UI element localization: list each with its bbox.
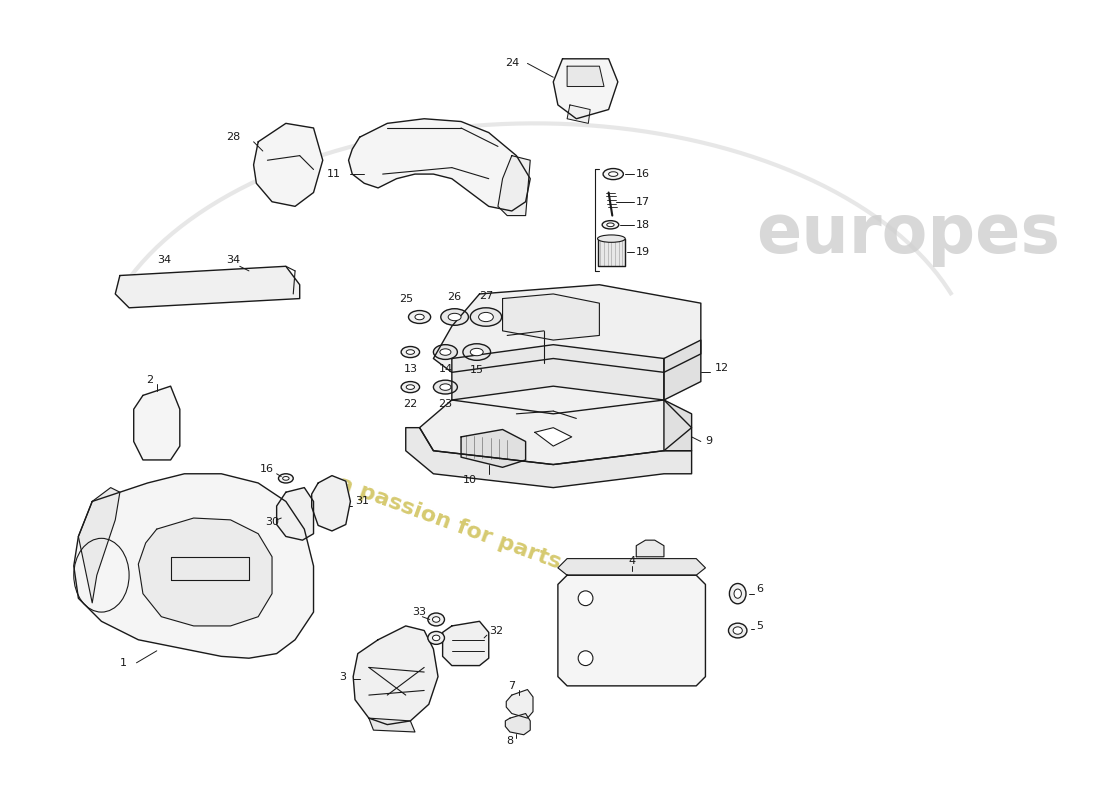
Polygon shape <box>568 66 604 86</box>
Polygon shape <box>505 714 530 734</box>
Ellipse shape <box>728 623 747 638</box>
Text: 16: 16 <box>636 169 650 179</box>
Text: 13: 13 <box>404 364 417 374</box>
Ellipse shape <box>597 235 625 242</box>
Text: 25: 25 <box>398 294 412 303</box>
Text: 10: 10 <box>463 475 477 486</box>
Polygon shape <box>558 558 705 575</box>
Text: 18: 18 <box>636 220 650 230</box>
Text: 22: 22 <box>404 398 418 409</box>
Text: 34: 34 <box>157 255 170 265</box>
Ellipse shape <box>602 221 619 229</box>
Ellipse shape <box>607 223 614 226</box>
Polygon shape <box>452 345 664 414</box>
Polygon shape <box>553 59 618 118</box>
Polygon shape <box>276 488 314 540</box>
Circle shape <box>579 591 593 606</box>
Text: 32: 32 <box>488 626 503 635</box>
Polygon shape <box>568 105 591 123</box>
Text: 26: 26 <box>448 292 462 302</box>
Text: 1: 1 <box>120 658 127 668</box>
Polygon shape <box>442 622 488 666</box>
Text: 23: 23 <box>438 398 452 409</box>
Text: 11: 11 <box>327 169 341 179</box>
Polygon shape <box>74 474 313 658</box>
Ellipse shape <box>283 477 289 480</box>
Polygon shape <box>503 294 600 340</box>
Ellipse shape <box>278 474 294 483</box>
Ellipse shape <box>471 308 502 326</box>
Text: europes: europes <box>756 201 1060 267</box>
Polygon shape <box>498 156 530 215</box>
Text: 4: 4 <box>628 556 635 566</box>
Ellipse shape <box>729 583 746 604</box>
Ellipse shape <box>406 350 415 354</box>
Ellipse shape <box>440 384 451 390</box>
Ellipse shape <box>440 349 451 355</box>
Ellipse shape <box>433 345 458 359</box>
Text: 24: 24 <box>505 58 519 69</box>
Polygon shape <box>664 340 701 400</box>
Text: 6: 6 <box>756 584 763 594</box>
Polygon shape <box>368 718 415 732</box>
Text: 19: 19 <box>636 247 650 258</box>
Text: 31: 31 <box>355 497 368 506</box>
Text: 7: 7 <box>508 681 515 691</box>
Ellipse shape <box>428 631 444 644</box>
Polygon shape <box>116 266 299 308</box>
Ellipse shape <box>441 309 469 326</box>
Ellipse shape <box>448 314 461 321</box>
Text: 9: 9 <box>705 437 713 446</box>
Polygon shape <box>311 476 351 531</box>
Polygon shape <box>353 626 438 725</box>
Ellipse shape <box>402 382 419 393</box>
Polygon shape <box>506 690 534 718</box>
Ellipse shape <box>463 344 491 360</box>
Ellipse shape <box>478 312 493 322</box>
Text: 34: 34 <box>226 255 240 265</box>
Text: 12: 12 <box>715 362 729 373</box>
Polygon shape <box>636 540 664 557</box>
Text: 28: 28 <box>226 132 240 142</box>
Ellipse shape <box>734 589 741 598</box>
Text: a passion for parts since 1985: a passion for parts since 1985 <box>336 474 697 622</box>
Text: 14: 14 <box>438 364 452 374</box>
Ellipse shape <box>608 172 618 176</box>
Polygon shape <box>406 428 692 488</box>
Polygon shape <box>433 285 701 372</box>
Ellipse shape <box>415 314 425 320</box>
Text: 3: 3 <box>339 672 346 682</box>
Text: 33: 33 <box>412 607 426 617</box>
Polygon shape <box>461 430 526 467</box>
Text: 16: 16 <box>260 464 274 474</box>
Text: 5: 5 <box>756 621 763 631</box>
Polygon shape <box>254 123 322 206</box>
Ellipse shape <box>432 635 440 641</box>
Ellipse shape <box>432 617 440 622</box>
Ellipse shape <box>402 346 419 358</box>
Text: 15: 15 <box>470 366 484 375</box>
Circle shape <box>579 651 593 666</box>
Ellipse shape <box>428 613 444 626</box>
Text: 30: 30 <box>265 517 279 526</box>
Text: 27: 27 <box>478 290 493 301</box>
Ellipse shape <box>471 348 483 356</box>
Text: 2: 2 <box>146 374 153 385</box>
Polygon shape <box>139 518 272 626</box>
Polygon shape <box>535 428 572 446</box>
Polygon shape <box>419 386 692 465</box>
Polygon shape <box>597 238 625 266</box>
Ellipse shape <box>733 627 742 634</box>
Polygon shape <box>664 400 692 450</box>
Ellipse shape <box>433 380 458 394</box>
Polygon shape <box>349 118 530 211</box>
Ellipse shape <box>406 385 415 390</box>
Polygon shape <box>78 488 120 603</box>
Ellipse shape <box>603 169 624 180</box>
Polygon shape <box>134 386 179 460</box>
Polygon shape <box>558 575 705 686</box>
Text: 17: 17 <box>636 197 650 206</box>
Ellipse shape <box>408 310 430 323</box>
Text: 8: 8 <box>506 736 514 746</box>
